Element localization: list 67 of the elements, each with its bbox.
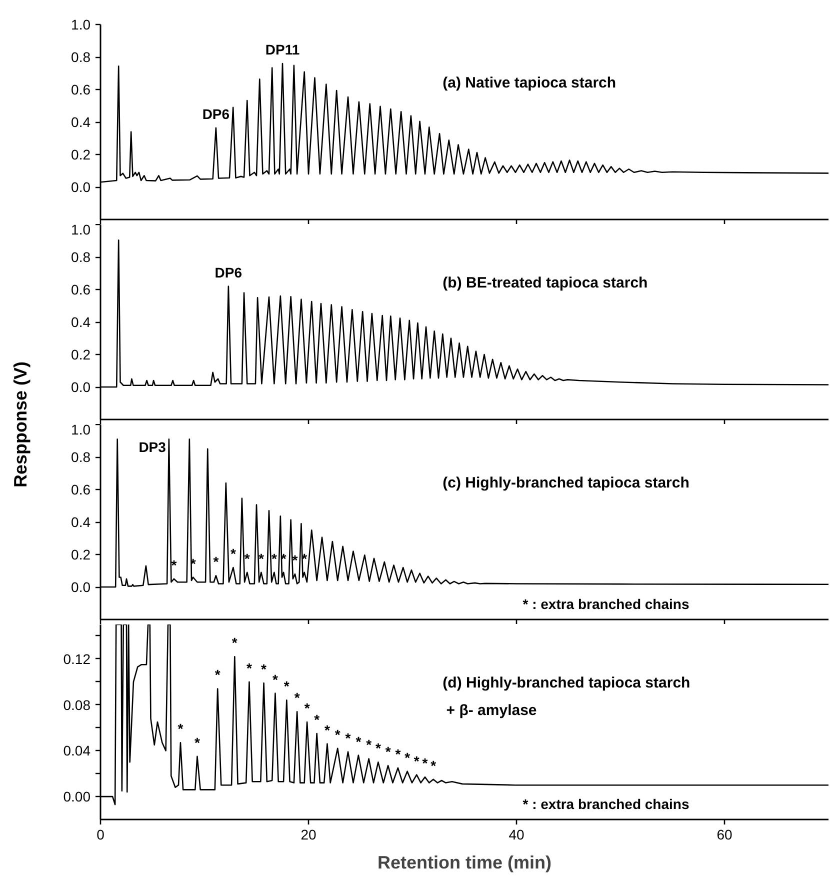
- annotation: *: [232, 634, 238, 651]
- annotation: DP3: [138, 439, 166, 456]
- annotation: *: [395, 746, 402, 762]
- y-tick-label: 0.08: [63, 696, 91, 713]
- annotation: * : extra branched chains: [522, 596, 690, 612]
- annotation: *: [422, 755, 428, 772]
- annotation: *: [304, 700, 310, 716]
- annotation: *: [284, 678, 290, 694]
- annotation: *: [244, 550, 250, 566]
- y-tick-label: 0.8: [71, 449, 91, 465]
- annotation: DP11: [265, 42, 300, 58]
- y-tick-label: 0.8: [71, 49, 91, 65]
- y-tick-label: 0.6: [71, 282, 91, 298]
- annotation: *: [230, 546, 236, 562]
- annotation: *: [194, 734, 200, 750]
- annotation: *: [334, 726, 341, 742]
- y-tick-label: 1.0: [71, 16, 91, 32]
- annotation: *: [294, 690, 300, 706]
- annotation: *: [171, 556, 178, 573]
- y-tick-label: 0.4: [71, 114, 91, 130]
- y-tick-label: 0.6: [71, 82, 91, 98]
- annotation: *: [375, 740, 382, 756]
- annotation: *: [261, 661, 268, 677]
- annotation: *: [246, 660, 252, 676]
- annotation: *: [414, 752, 420, 769]
- annotation: *: [404, 749, 411, 766]
- y-tick-label: 0.6: [71, 482, 91, 498]
- text: (a) Native tapioca starch: [442, 74, 616, 92]
- y-tick-label: 0.8: [71, 249, 91, 265]
- y-tick-label: 1.0: [71, 222, 91, 238]
- y-tick-label: 0.0: [71, 379, 91, 395]
- y-tick-label: 0.00: [63, 788, 91, 805]
- annotation: *: [430, 757, 437, 774]
- annotation: DP6: [214, 264, 242, 280]
- y-tick-label: 0.0: [71, 579, 91, 595]
- text: (c) Highly-branched tapioca starch: [442, 474, 690, 492]
- y-tick-label: 0.0: [71, 179, 91, 195]
- y-tick-label: 0.4: [71, 514, 91, 530]
- text: + β- amylase: [446, 702, 537, 719]
- annotation: *: [356, 733, 362, 750]
- x-tick-label: 0: [96, 826, 105, 842]
- annotation: *: [385, 744, 392, 760]
- annotation: *: [271, 550, 278, 566]
- y-tick-label: 0.2: [71, 346, 91, 362]
- x-axis-title: Retention time (min): [378, 852, 552, 872]
- y-tick-label: 0.04: [63, 742, 91, 759]
- y-axis-title: Respponse (V): [10, 361, 30, 488]
- x-tick-label: 40: [508, 826, 524, 842]
- text: (d) Highly-branched tapioca starch: [442, 674, 690, 692]
- annotation: DP6: [202, 106, 230, 122]
- y-tick-label: 0.12: [63, 650, 91, 667]
- annotation: *: [345, 730, 352, 746]
- y-tick-label: 0.4: [71, 314, 91, 330]
- y-tick-label: 1.0: [71, 422, 91, 438]
- annotation: *: [324, 722, 330, 738]
- annotation: *: [213, 554, 220, 570]
- y-tick-label: 0.2: [71, 146, 91, 162]
- annotation: *: [366, 736, 372, 753]
- annotation: *: [214, 666, 221, 683]
- annotation: *: [314, 711, 320, 728]
- annotation: *: [272, 671, 278, 688]
- x-tick-label: 60: [716, 826, 732, 842]
- x-tick-label: 20: [300, 826, 316, 842]
- text: (b) BE-treated tapioca starch: [442, 274, 648, 292]
- annotation: * : extra branched chains: [522, 796, 690, 812]
- annotation: *: [178, 720, 184, 737]
- y-tick-label: 0.2: [71, 546, 91, 562]
